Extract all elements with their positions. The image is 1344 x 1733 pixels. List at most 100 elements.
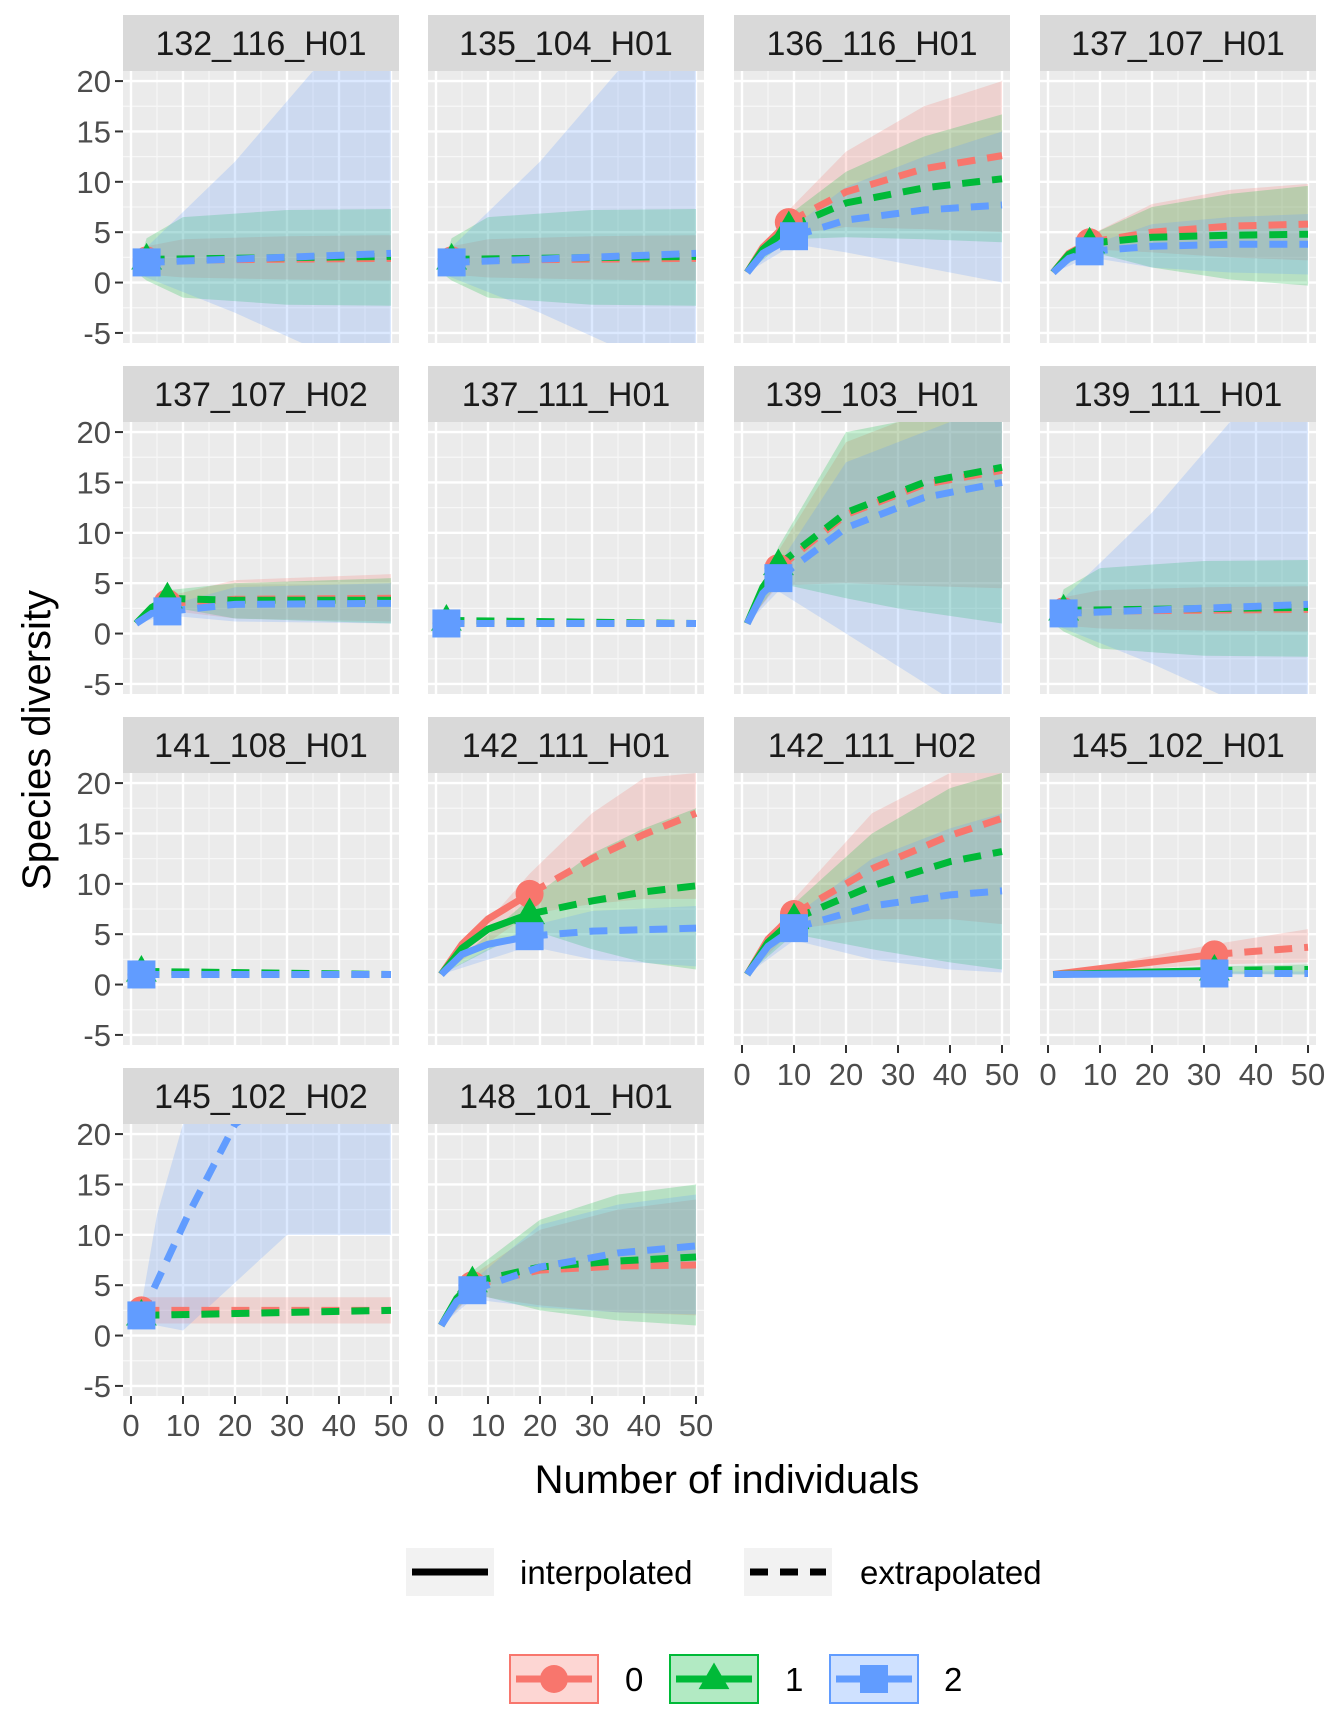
confidence-band-1: [747, 422, 1002, 624]
facet-strip-label: 139_103_H01: [765, 376, 979, 414]
confidence-band-1: [441, 209, 696, 306]
x-tick-label: 30: [1187, 1057, 1221, 1092]
extrapolated-line-1: [776, 463, 1003, 568]
facet-strip-label: 145_102_H02: [154, 1078, 368, 1116]
observed-point-2: [432, 609, 461, 638]
legend-label: 2: [944, 1661, 962, 1698]
y-tick-label: 20: [77, 64, 111, 99]
x-tick-label: 30: [270, 1408, 304, 1443]
y-tick-label: 20: [77, 1117, 111, 1152]
y-tick-label: 5: [94, 917, 111, 952]
observed-point-2: [780, 914, 808, 943]
y-tick-label: 10: [77, 516, 111, 551]
y-tick-label: 0: [94, 1319, 111, 1354]
x-tick-label: 20: [523, 1408, 557, 1443]
x-tick-label: 30: [575, 1408, 609, 1443]
observed-point-2: [127, 960, 156, 989]
observed-point-2: [127, 1301, 156, 1330]
interpolated-line-2: [1053, 969, 1215, 978]
observed-point-2: [780, 222, 808, 251]
facet-panel: 139_111_H01: [1040, 366, 1316, 694]
extrapolated-line-0: [787, 152, 1003, 226]
confidence-band-2: [136, 1124, 391, 1331]
extrapolated-line-1: [1089, 230, 1309, 247]
extrapolated-line-0: [527, 810, 698, 897]
facet-strip-label: 148_101_H01: [459, 1078, 673, 1116]
panel-data: [438, 773, 698, 977]
observed-point-2: [1200, 959, 1229, 988]
facet-strip: [1040, 15, 1316, 71]
y-tick-label: 15: [77, 816, 111, 851]
extrapolated-line-1: [167, 594, 391, 604]
y-tick-label: 15: [77, 1167, 111, 1202]
y-tick-label: -5: [83, 1369, 111, 1404]
facet-strip: [428, 717, 704, 773]
panel-data: [1052, 929, 1309, 988]
y-tick-label: -5: [83, 667, 111, 702]
x-tick-label: 0: [122, 1408, 139, 1443]
y-tick-label: 15: [77, 465, 111, 500]
confidence-band-2: [1053, 422, 1308, 694]
panel-data: [126, 1124, 392, 1331]
facet-strip: [1040, 366, 1316, 422]
extrapolated-line-1: [528, 882, 697, 918]
facet-strip: [734, 15, 1010, 71]
observed-point-2: [458, 1276, 487, 1305]
x-tick-label: 10: [777, 1057, 811, 1092]
x-tick-label: 20: [218, 1408, 252, 1443]
facet-strip: [1040, 717, 1316, 773]
extrapolated-line-0: [1214, 943, 1309, 958]
extrapolated-line-2: [793, 887, 1003, 932]
panel-data: [744, 773, 1004, 977]
extrapolated-line-2: [471, 1242, 697, 1294]
panel-data: [744, 81, 1003, 283]
facet-panel: 145_102_H02 -5 0 5 10 15 20 0 10 20 30 40 50: [77, 1068, 408, 1443]
legend-label: 1: [785, 1661, 803, 1698]
y-tick-label: 20: [77, 415, 111, 450]
y-tick-label: 5: [94, 215, 111, 250]
facet-panel: 135_104_H01: [428, 15, 704, 343]
observed-point-0: [515, 879, 544, 908]
x-tick-label: 0: [1039, 1057, 1056, 1092]
extrapolated-line-2: [167, 599, 392, 615]
extrapolated-line-1: [787, 175, 1003, 231]
facet-panel: 145_102_H01 0 10 20 30 40 50: [1039, 717, 1325, 1092]
facet-strip-label: 142_111_H01: [462, 727, 671, 765]
facet-panel: 136_116_H01: [734, 15, 1010, 343]
confidence-band-1: [136, 209, 391, 306]
y-tick-label: -5: [83, 1018, 111, 1053]
facet-panel: 148_101_H01 0 10 20 30 40 50: [427, 1068, 713, 1443]
legend-label: extrapolated: [860, 1554, 1042, 1591]
observed-point-2: [764, 564, 793, 593]
x-tick-label: 10: [1083, 1057, 1117, 1092]
x-axis-title: Number of individuals: [535, 1458, 920, 1502]
legend-groups: 0 1 2: [509, 1654, 962, 1704]
confidence-band-2: [747, 813, 1002, 975]
x-tick-label: 40: [933, 1057, 967, 1092]
facet-strip: [123, 717, 399, 773]
panel-data: [133, 574, 392, 627]
confidence-band-1: [1053, 560, 1308, 657]
y-tick-label: 5: [94, 566, 111, 601]
facet-strip-label: 141_108_H01: [154, 727, 368, 765]
x-tick-label: 0: [733, 1057, 750, 1092]
panel-data: [743, 422, 1003, 694]
facet-strip-label: 137_107_H02: [154, 376, 368, 414]
legend-label: interpolated: [520, 1554, 692, 1591]
facet-strip: [123, 15, 399, 71]
x-tick-label: 0: [427, 1408, 444, 1443]
x-tick-label: 10: [166, 1408, 200, 1443]
facet-panel: 142_111_H02 0 10 20 30 40 50: [733, 717, 1019, 1092]
x-tick-label: 40: [322, 1408, 356, 1443]
panel-data: [1048, 422, 1309, 694]
facet-strip-label: 135_104_H01: [459, 25, 673, 63]
extrapolated-line-1: [471, 1253, 697, 1286]
facet-panel: 142_111_H01: [428, 717, 704, 1045]
facet-panel: 137_107_H02 -5 0 5 10 15 20: [77, 366, 399, 702]
panel-data: [1050, 183, 1309, 286]
legend-key-marker-2: [860, 1665, 888, 1693]
facet-strip-label: 136_116_H01: [766, 25, 977, 63]
extrapolated-line-2: [529, 924, 697, 940]
observed-point-2: [1075, 237, 1104, 266]
